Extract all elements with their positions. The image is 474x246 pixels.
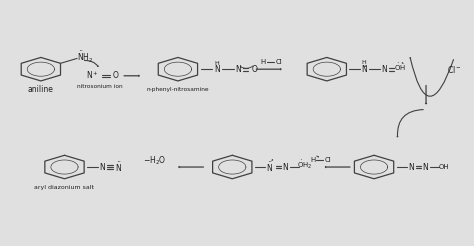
Text: H: H bbox=[260, 59, 265, 65]
Text: nitrosonium ion: nitrosonium ion bbox=[77, 84, 123, 89]
Text: $\mathregular{\dot{O}}$H: $\mathregular{\dot{O}}$H bbox=[394, 61, 406, 73]
Text: Cl$^-$: Cl$^-$ bbox=[447, 64, 462, 75]
Text: N: N bbox=[214, 65, 219, 74]
Text: $-$H$_2$O: $-$H$_2$O bbox=[143, 155, 166, 167]
Text: N: N bbox=[423, 163, 428, 171]
Text: H: H bbox=[310, 157, 315, 163]
Text: Cl: Cl bbox=[275, 59, 282, 65]
Text: $\mathregular{\ddot{N}}$: $\mathregular{\ddot{N}}$ bbox=[115, 160, 122, 174]
Text: n-phenyl-nitrosamine: n-phenyl-nitrosamine bbox=[146, 87, 209, 92]
Text: N: N bbox=[283, 163, 288, 171]
Text: O: O bbox=[112, 71, 118, 80]
Text: O: O bbox=[252, 65, 258, 74]
Text: N$^+$: N$^+$ bbox=[86, 69, 99, 81]
Text: aryl diazonium salt: aryl diazonium salt bbox=[35, 185, 94, 190]
Text: N: N bbox=[235, 65, 241, 74]
Text: $\mathregular{\dot{O}}$H$_2$: $\mathregular{\dot{O}}$H$_2$ bbox=[297, 158, 312, 171]
Text: N: N bbox=[361, 65, 366, 74]
Text: N: N bbox=[409, 163, 414, 171]
Text: H: H bbox=[361, 60, 366, 65]
Text: aniline: aniline bbox=[28, 85, 54, 94]
Text: $\mathregular{\ddot{N}}$H$_2$: $\mathregular{\ddot{N}}$H$_2$ bbox=[77, 49, 94, 65]
Text: Cl: Cl bbox=[325, 157, 332, 163]
Text: H: H bbox=[214, 61, 219, 66]
Text: $\mathregular{\ddot{N}}$: $\mathregular{\ddot{N}}$ bbox=[266, 160, 273, 174]
Text: N: N bbox=[382, 65, 387, 74]
Text: N: N bbox=[99, 163, 105, 171]
Text: OH: OH bbox=[439, 164, 449, 170]
